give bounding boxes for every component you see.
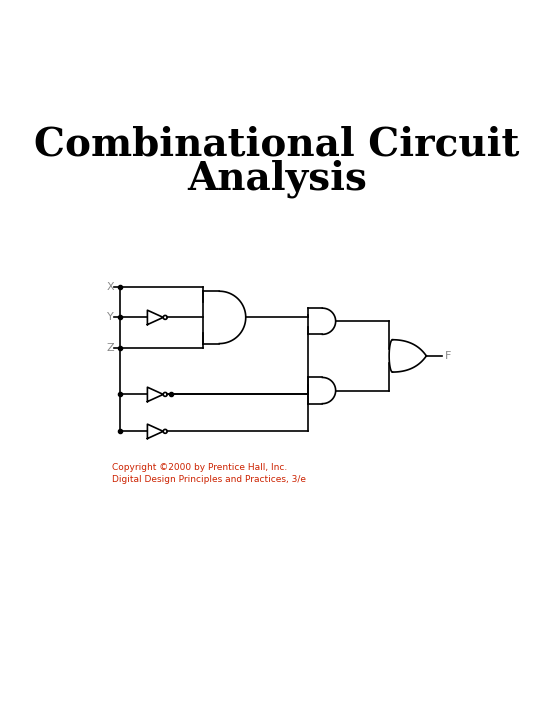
Text: Copyright ©2000 by Prentice Hall, Inc.: Copyright ©2000 by Prentice Hall, Inc. — [112, 463, 288, 472]
Text: Z: Z — [106, 343, 114, 354]
Text: Y: Y — [107, 312, 114, 323]
Text: Combinational Circuit: Combinational Circuit — [34, 125, 519, 163]
Text: F: F — [445, 351, 451, 361]
Text: Analysis: Analysis — [187, 160, 367, 198]
Text: X: X — [106, 282, 114, 292]
Text: Digital Design Principles and Practices, 3/e: Digital Design Principles and Practices,… — [112, 474, 307, 484]
